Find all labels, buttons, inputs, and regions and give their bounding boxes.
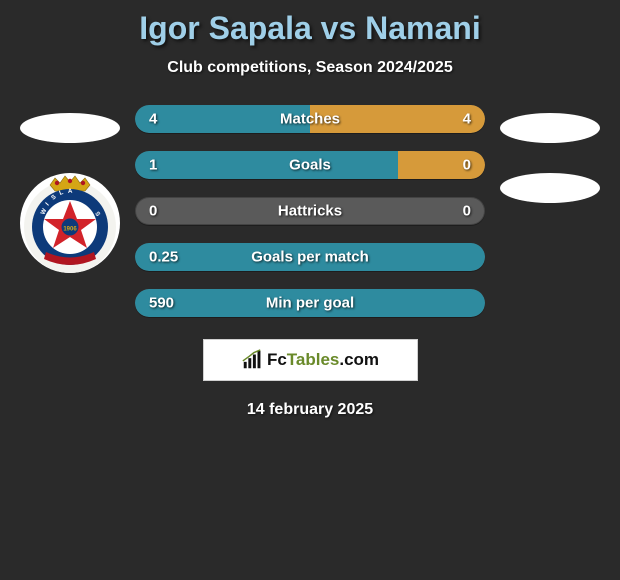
page-title: Igor Sapala vs Namani [0,10,620,47]
bar-value-left: 4 [149,111,157,128]
stat-bar: 4 Matches 4 [135,105,485,133]
left-club-badge: 1906 W I S L A S [20,173,120,273]
brand-badge: FcTables.com [203,339,418,381]
bar-value-left: 0 [149,203,157,220]
bar-value-right: 4 [463,111,471,128]
bar-value-left: 1 [149,157,157,174]
bar-chart-icon [241,349,263,371]
bar-value-left: 0.25 [149,249,178,266]
bar-label: Goals [289,157,331,174]
bar-label: Min per goal [266,295,354,312]
comparison-card: Igor Sapala vs Namani Club competitions,… [0,0,620,419]
brand-suffix: .com [339,350,379,369]
bar-label: Hattricks [278,203,342,220]
bar-label: Goals per match [251,249,369,266]
stat-bar: 590 Min per goal [135,289,485,317]
bar-value-right: 0 [463,157,471,174]
date-text: 14 february 2025 [0,401,620,419]
brand-fc: Fc [267,350,287,369]
right-club-placeholder [500,173,600,203]
stat-bar: 0 Hattricks 0 [135,197,485,225]
main-row: 1906 W I S L A S 4 Matches 4 1 Goals 0 0 Hattri… [0,105,620,317]
stat-bar: 1 Goals 0 [135,151,485,179]
stat-bar: 0.25 Goals per match [135,243,485,271]
subtitle: Club competitions, Season 2024/2025 [0,59,620,77]
right-player-placeholder [500,113,600,143]
bar-label: Matches [280,111,340,128]
left-player-placeholder [20,113,120,143]
stat-bars: 4 Matches 4 1 Goals 0 0 Hattricks 0 0.25 Goals per… [135,105,485,317]
bar-fill-left [135,151,398,179]
right-side-column [495,105,605,203]
brand-tables: Tables [287,350,340,369]
left-side-column: 1906 W I S L A S [15,105,125,273]
bar-fill-right [398,151,486,179]
bar-value-right: 0 [463,203,471,220]
bar-value-left: 590 [149,295,174,312]
wisla-krakow-icon: 1906 W I S L A S [20,173,120,273]
svg-text:1906: 1906 [63,227,77,233]
brand-text: FcTables.com [267,350,379,370]
